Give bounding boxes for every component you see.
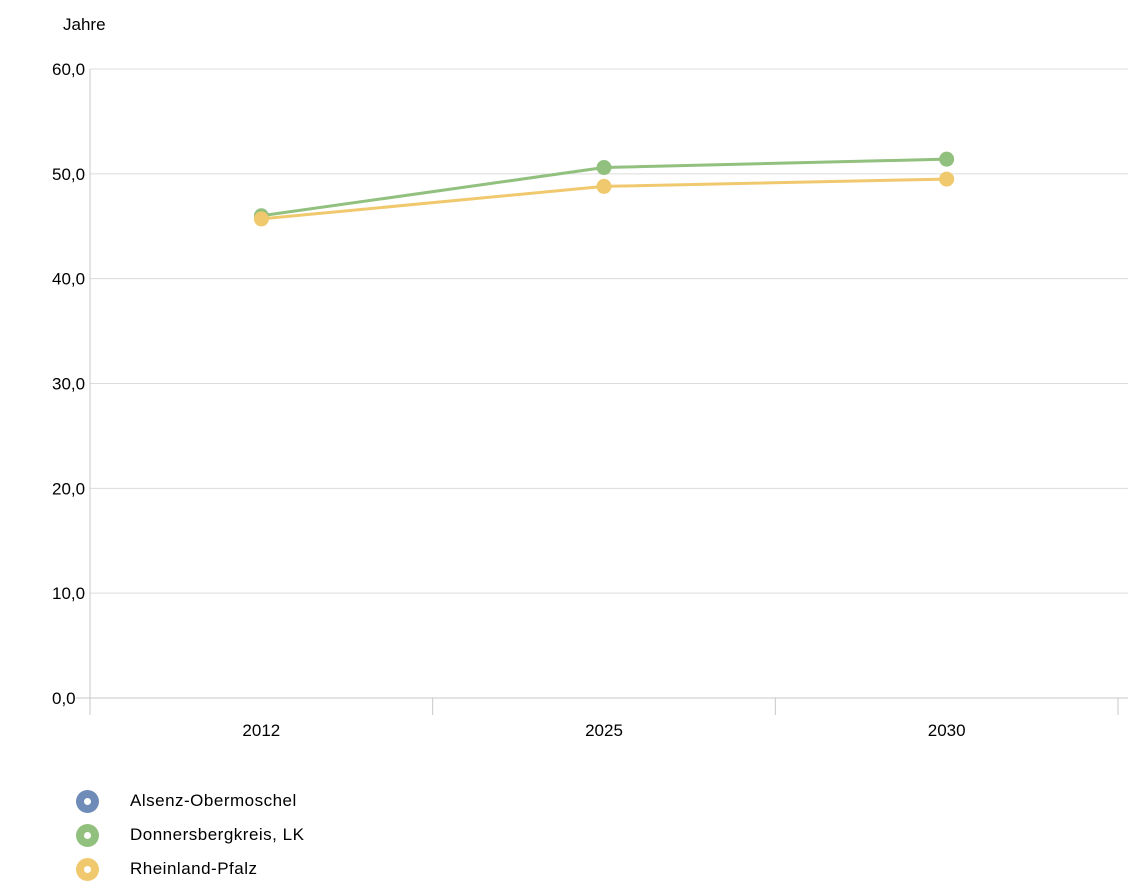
y-tick-label: 0,0 [52, 689, 76, 708]
legend-label: Rheinland-Pfalz [130, 859, 258, 878]
legend-item[interactable]: Rheinland-Pfalz [76, 852, 304, 886]
data-point [939, 151, 955, 167]
legend-marker-icon [76, 857, 99, 881]
gridlines [90, 68, 1128, 594]
data-point [939, 171, 955, 187]
legend-label: Donnersbergkreis, LK [130, 825, 305, 844]
y-axis-title: Jahre [63, 15, 106, 34]
x-tick-label: 2025 [585, 721, 623, 740]
axes: 0,0 10,0 20,0 30,0 40,0 50,0 60,0 2012 2025 2030 [52, 60, 1128, 740]
legend: Alsenz-Obermoschel Donnersbergkreis, LK … [76, 784, 304, 886]
y-tick-label: 50,0 [52, 165, 85, 184]
y-tick-label: 40,0 [52, 270, 85, 289]
y-tick-label: 30,0 [52, 375, 85, 394]
legend-label: Alsenz-Obermoschel [130, 791, 297, 810]
y-tick-label: 60,0 [52, 60, 85, 79]
x-tick-label: 2012 [242, 721, 280, 740]
legend-item[interactable]: Donnersbergkreis, LK [76, 818, 304, 852]
legend-marker-icon [76, 823, 99, 847]
data-point [596, 160, 612, 176]
y-tick-label: 10,0 [52, 584, 85, 603]
legend-marker-icon [76, 789, 99, 813]
y-tick-label: 20,0 [52, 479, 85, 498]
legend-item[interactable]: Alsenz-Obermoschel [76, 784, 304, 818]
data-point [253, 211, 269, 227]
data-point [596, 178, 612, 194]
series-layer [253, 151, 955, 227]
x-tick-label: 2030 [928, 721, 966, 740]
